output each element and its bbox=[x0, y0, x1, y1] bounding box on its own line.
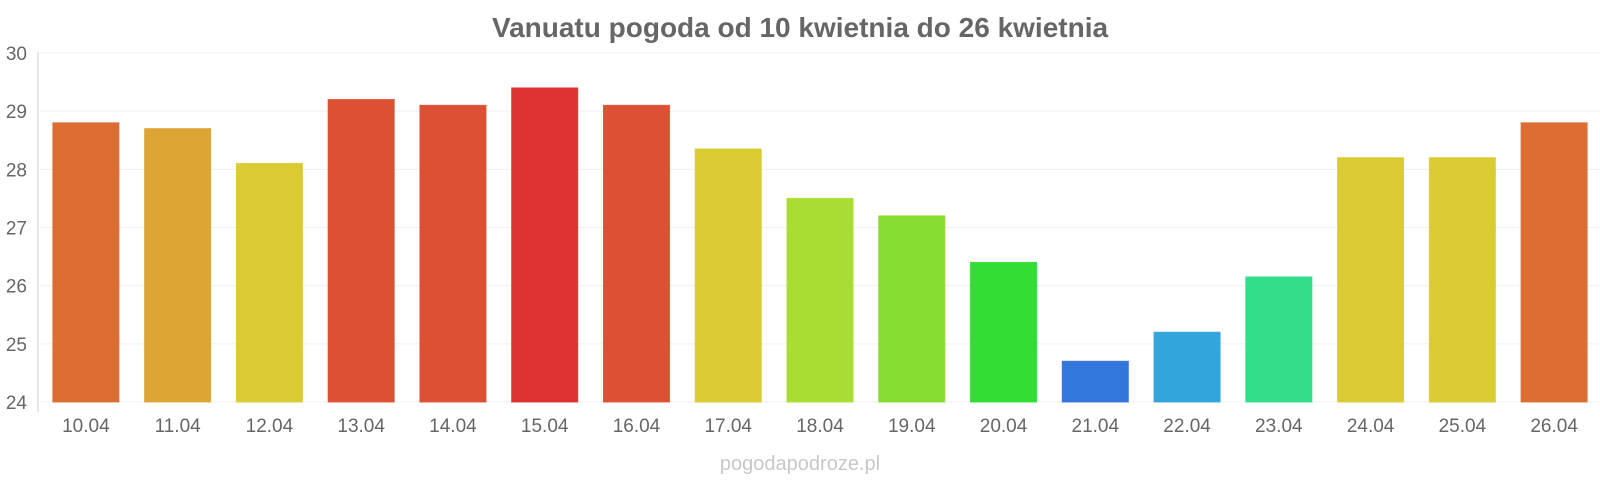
x-tick-label: 21.04 bbox=[1072, 416, 1120, 437]
x-axis-ticks: 10.04 11.04 12.04 13.04 14.04 15.04 16.04 17.04… bbox=[62, 416, 1578, 437]
x-tick-label: 14.04 bbox=[429, 416, 477, 437]
x-tick-label: 12.04 bbox=[246, 416, 294, 437]
bar-13.04 bbox=[327, 99, 395, 403]
x-tick-label: 16.04 bbox=[613, 416, 661, 437]
x-tick-label: 18.04 bbox=[796, 416, 844, 437]
x-tick-label: 26.04 bbox=[1530, 416, 1578, 437]
chart-title: Vanuatu pogoda od 10 kwietnia do 26 kwie… bbox=[492, 12, 1109, 43]
bar-22.04 bbox=[1153, 331, 1221, 403]
bar-19.04 bbox=[878, 215, 946, 403]
bar-24.04 bbox=[1337, 157, 1405, 403]
bars bbox=[52, 87, 1588, 403]
y-tick-label: 25 bbox=[6, 335, 27, 356]
bar-11.04 bbox=[144, 128, 212, 403]
watermark-text: pogodapodroze.pl bbox=[720, 453, 880, 475]
bar-26.04 bbox=[1520, 122, 1588, 403]
x-tick-label: 15.04 bbox=[521, 416, 569, 437]
x-tick-label: 10.04 bbox=[62, 416, 110, 437]
y-axis-ticks: 24 25 26 27 28 29 30 bbox=[6, 44, 28, 414]
x-tick-label: 19.04 bbox=[888, 416, 936, 437]
x-tick-label: 17.04 bbox=[704, 416, 752, 437]
x-tick-label: 22.04 bbox=[1163, 416, 1211, 437]
x-tick-label: 11.04 bbox=[155, 416, 202, 437]
x-tick-label: 20.04 bbox=[980, 416, 1028, 437]
bar-23.04 bbox=[1245, 276, 1313, 403]
x-tick-label: 23.04 bbox=[1255, 416, 1303, 437]
bar-14.04 bbox=[419, 104, 487, 403]
bar-17.04 bbox=[694, 148, 762, 403]
x-tick-label: 13.04 bbox=[337, 416, 385, 437]
y-tick-label: 27 bbox=[6, 219, 27, 240]
bar-15.04 bbox=[511, 87, 579, 403]
bar-25.04 bbox=[1428, 157, 1496, 403]
y-tick-label: 24 bbox=[6, 393, 28, 414]
bar-16.04 bbox=[602, 104, 671, 403]
bar-21.04 bbox=[1061, 360, 1129, 403]
y-tick-label: 28 bbox=[6, 160, 27, 181]
y-tick-label: 30 bbox=[6, 44, 27, 65]
bar-18.04 bbox=[786, 197, 854, 403]
bar-10.04 bbox=[52, 122, 120, 403]
y-tick-label: 29 bbox=[6, 102, 27, 123]
y-tick-label: 26 bbox=[6, 277, 27, 298]
bar-12.04 bbox=[235, 163, 303, 403]
x-tick-label: 24.04 bbox=[1347, 416, 1395, 437]
x-tick-label: 25.04 bbox=[1439, 416, 1487, 437]
bar-20.04 bbox=[969, 261, 1038, 403]
